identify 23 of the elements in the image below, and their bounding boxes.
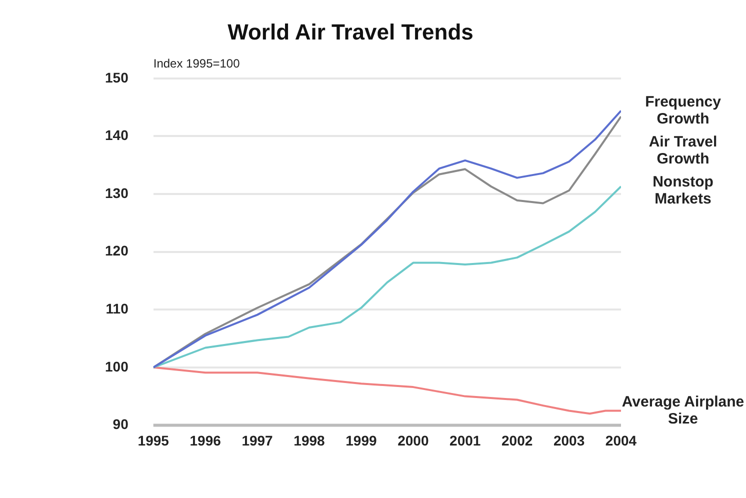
text: Nonstop Markets [652, 173, 714, 208]
y-tick-label: 130 [105, 184, 129, 201]
y-tick-label: 140 [105, 127, 129, 144]
x-tick-label: 1998 [294, 432, 326, 448]
y-axis-title: Index 1995=100 [153, 56, 240, 71]
chart-title: World Air Travel Trends [228, 19, 474, 44]
y-tick-label: 90 [112, 416, 129, 432]
x-tick-label: 1995 [138, 432, 170, 448]
x-tick-label: 2000 [398, 432, 429, 448]
y-tick-label: 150 [105, 69, 129, 86]
x-tick-label: 2001 [450, 432, 481, 448]
x-tick-label: 1996 [190, 432, 222, 448]
x-tick-label: 1997 [242, 432, 274, 448]
y-tick-label: 100 [105, 358, 129, 374]
y-tick-label: 120 [105, 242, 129, 259]
series-label: Frequency Growth [645, 93, 722, 128]
y-tick-label: 110 [106, 300, 129, 316]
x-tick-label: 2003 [553, 432, 585, 448]
x-tick-label: 2004 [605, 432, 637, 448]
x-tick-label: 1999 [346, 432, 377, 448]
series-label: Average Airplane Size [622, 393, 744, 428]
text: Air Travel Growth [648, 133, 718, 168]
x-tick-label: 2002 [502, 432, 533, 448]
